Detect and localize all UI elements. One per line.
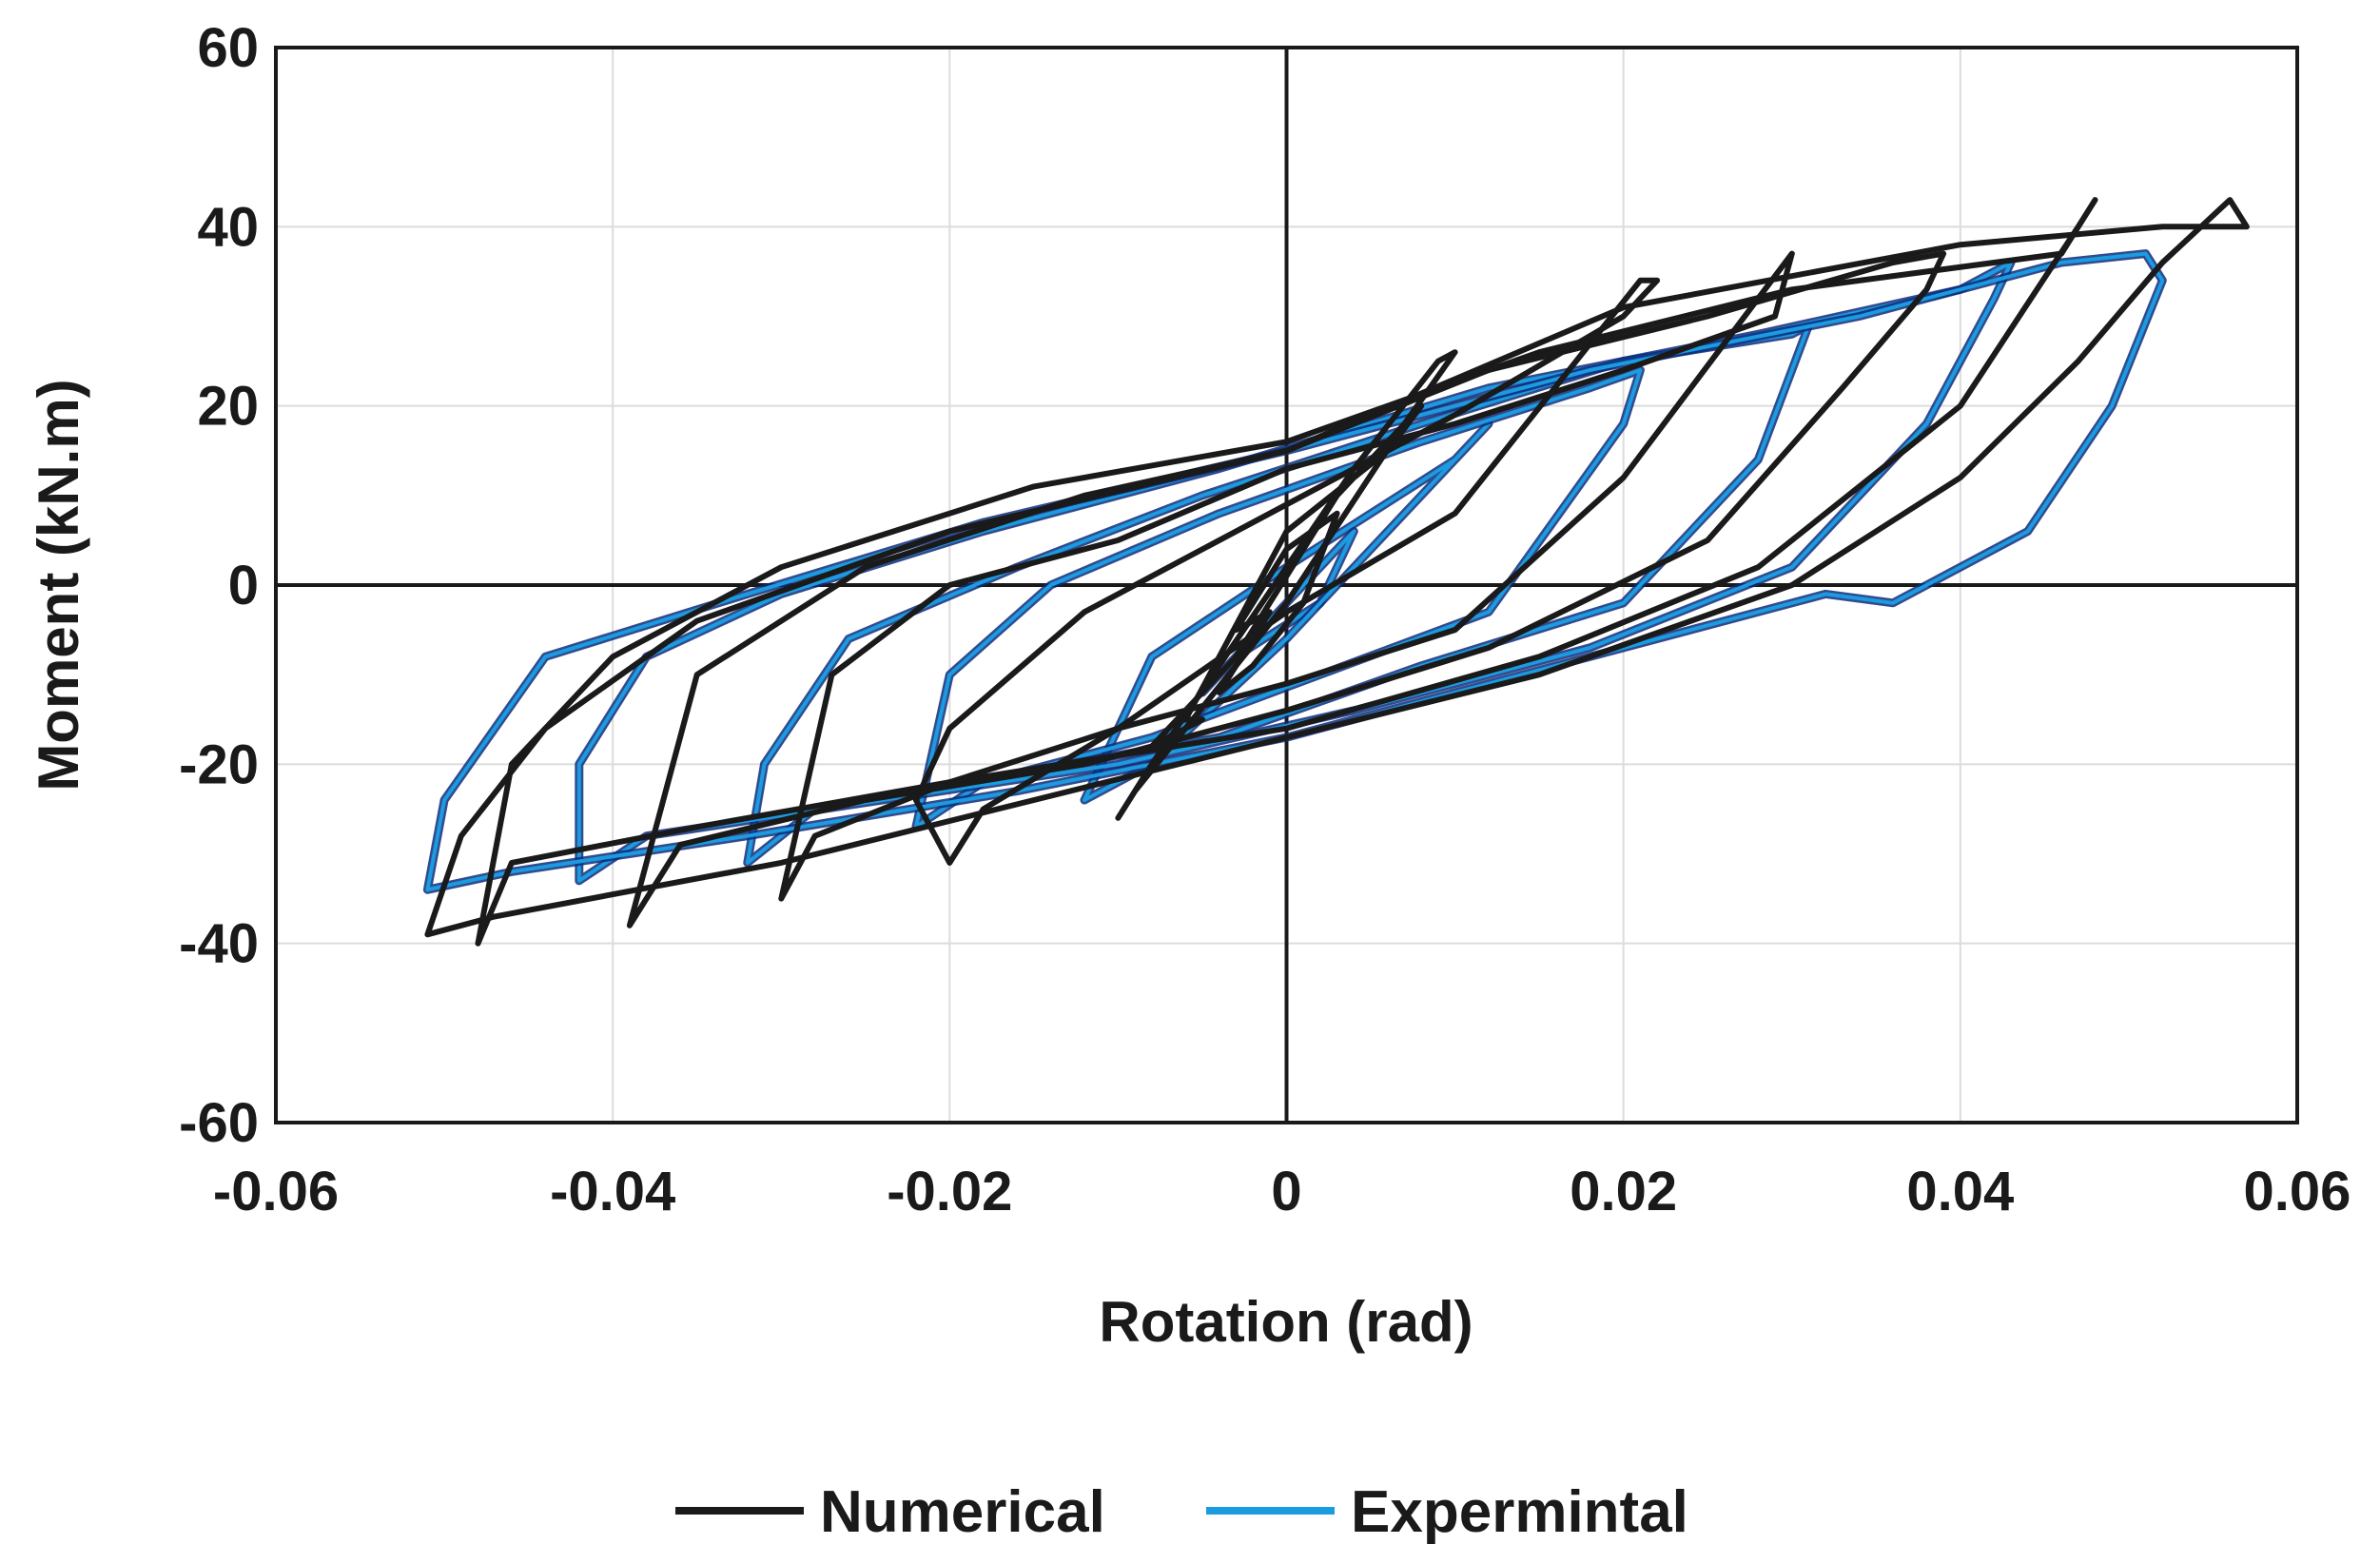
tick-label-layer: -0.06 -0.04 -0.02 0 0.02 0.04 0.06 -60 -40 -20 0 20… xyxy=(179,17,2351,1222)
expermintal-loop xyxy=(913,368,1643,830)
expermintal-loop xyxy=(425,251,2165,892)
y-tick-label: -60 xyxy=(179,1092,259,1154)
series-layer xyxy=(422,197,2250,947)
y-tick-label: 40 xyxy=(197,196,259,258)
numerical-loop xyxy=(912,277,1661,866)
legend-label-numerical: Numerical xyxy=(820,1479,1105,1545)
series-numerical xyxy=(424,197,2250,947)
x-tick-label: -0.04 xyxy=(550,1161,675,1222)
y-axis-title: Moment (kN.m) xyxy=(27,379,90,791)
numerical-loop xyxy=(1216,510,1340,695)
y-tick-label: 20 xyxy=(197,376,259,438)
numerical-loop xyxy=(475,197,2098,947)
numerical-loop xyxy=(424,197,2250,938)
legend-label-expermintal: Expermintal xyxy=(1351,1479,1688,1545)
numerical-loop xyxy=(1115,349,1458,821)
y-tick-label: -40 xyxy=(179,913,259,975)
axis-layer xyxy=(276,48,2297,1123)
series-expermintal xyxy=(422,249,2167,894)
y-tick-label: 0 xyxy=(228,555,259,616)
expermintal-loop-outline xyxy=(422,249,2167,894)
plot-area-frame xyxy=(274,46,2299,1124)
legend: Numerical Expermintal xyxy=(675,1479,1688,1545)
x-tick-label: -0.06 xyxy=(213,1161,339,1222)
x-tick-label: -0.02 xyxy=(887,1161,1012,1222)
x-tick-label: 0.04 xyxy=(1906,1161,2014,1222)
y-tick-label: -20 xyxy=(179,733,259,795)
x-tick-label: 0 xyxy=(1271,1161,1301,1222)
y-tick-label: 60 xyxy=(197,17,259,79)
numerical-loop xyxy=(778,250,1795,902)
x-axis-title: Rotation (rad) xyxy=(1099,1290,1473,1354)
x-tick-label: 0.06 xyxy=(2244,1161,2351,1222)
x-tick-label: 0.02 xyxy=(1570,1161,1677,1222)
